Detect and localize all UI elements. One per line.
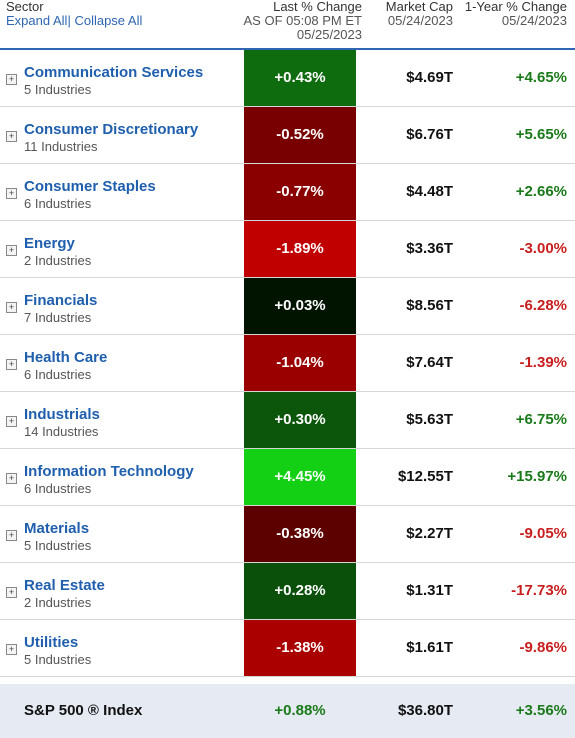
market-cap-cell: $5.63T (406, 411, 453, 428)
industry-count: 5 Industries (24, 82, 92, 97)
market-cap-cell: $4.69T (406, 69, 453, 86)
sector-row: + Materials 5 Industries -0.38% $2.27T -… (0, 506, 575, 563)
sector-row: + Real Estate 2 Industries +0.28% $1.31T… (0, 563, 575, 620)
cap-header-label: Market Cap (385, 0, 453, 14)
year-change-cell: +15.97% (507, 468, 567, 485)
sector-row: + Health Care 6 Industries -1.04% $7.64T… (0, 335, 575, 392)
sector-row: + Consumer Discretionary 11 Industries -… (0, 107, 575, 164)
last-change-cell: -0.52% (244, 107, 356, 163)
year-change-cell: -1.39% (519, 354, 567, 371)
index-summary-row: S&P 500 ® Index +0.88% $36.80T +3.56% (0, 684, 575, 738)
year-change-cell: +2.66% (515, 183, 567, 200)
plus-box-icon[interactable]: + (6, 416, 17, 427)
industry-count: 11 Industries (24, 139, 98, 154)
sector-name-link[interactable]: Consumer Discretionary (24, 121, 199, 138)
industry-count: 6 Industries (24, 481, 92, 496)
year-change-cell: +4.65% (515, 69, 567, 86)
sector-row: + Information Technology 6 Industries +4… (0, 449, 575, 506)
last-change-cell: -0.38% (244, 506, 356, 562)
market-cap-cell: $2.27T (406, 525, 453, 542)
industry-count: 14 Industries (24, 424, 99, 439)
change-header-asof: AS OF 05:08 PM ET (243, 13, 363, 28)
index-name: S&P 500 ® Index (24, 702, 143, 719)
year-change-cell: -9.05% (519, 525, 567, 542)
change-header-date: 05/25/2023 (296, 27, 362, 42)
plus-box-icon[interactable]: + (6, 74, 17, 85)
plus-box-icon[interactable]: + (6, 131, 17, 142)
market-cap-cell: $7.64T (406, 354, 453, 371)
plus-box-icon[interactable]: + (6, 473, 17, 484)
sector-row: + Utilities 5 Industries -1.38% $1.61T -… (0, 620, 575, 677)
industry-count: 5 Industries (24, 538, 92, 553)
sector-name-link[interactable]: Communication Services (24, 64, 204, 81)
plus-box-icon[interactable]: + (6, 644, 17, 655)
last-change-cell: -1.38% (244, 620, 356, 676)
sector-name-link[interactable]: Information Technology (24, 463, 194, 480)
expand-all-link[interactable]: Expand All (6, 13, 68, 28)
year-header-date: 05/24/2023 (501, 13, 567, 28)
sector-row: + Financials 7 Industries +0.03% $8.56T … (0, 278, 575, 335)
index-last-change: +0.88% (274, 702, 326, 719)
market-cap-column-header: Market Cap 05/24/2023 (386, 0, 453, 28)
last-change-cell: +4.45% (244, 449, 356, 505)
sector-name-link[interactable]: Real Estate (24, 577, 105, 594)
plus-box-icon[interactable]: + (6, 188, 17, 199)
plus-box-icon[interactable]: + (6, 245, 17, 256)
industry-count: 6 Industries (24, 367, 92, 382)
last-change-cell: +0.28% (244, 563, 356, 619)
collapse-all-link[interactable]: Collapse All (74, 13, 143, 28)
year-change-cell: -3.00% (519, 240, 567, 257)
last-change-cell: +0.43% (244, 50, 356, 106)
index-year-change: +3.56% (515, 702, 567, 719)
industry-count: 5 Industries (24, 652, 92, 667)
sector-column-header: Sector (6, 0, 44, 14)
year-change-cell: -17.73% (511, 582, 567, 599)
sector-row: + Consumer Staples 6 Industries -0.77% $… (0, 164, 575, 221)
year-change-cell: +5.65% (515, 126, 567, 143)
market-cap-cell: $6.76T (406, 126, 453, 143)
table-header: Sector Expand All| Collapse All Last % C… (0, 0, 575, 50)
market-cap-cell: $1.61T (406, 639, 453, 656)
change-header-label: Last % Change (273, 0, 362, 14)
year-change-column-header: 1-Year % Change 05/24/2023 (465, 0, 567, 28)
last-change-cell: -0.77% (244, 164, 356, 220)
sector-row: + Energy 2 Industries -1.89% $3.36T -3.0… (0, 221, 575, 278)
year-change-cell: -9.86% (519, 639, 567, 656)
market-cap-cell: $4.48T (406, 183, 453, 200)
market-cap-cell: $1.31T (406, 582, 453, 599)
last-change-cell: -1.04% (244, 335, 356, 391)
sector-name-link[interactable]: Financials (24, 292, 98, 309)
link-separator: | (67, 13, 71, 28)
sector-name-link[interactable]: Materials (24, 520, 90, 537)
industry-count: 7 Industries (24, 310, 92, 325)
year-change-cell: +6.75% (515, 411, 567, 428)
sector-name-link[interactable]: Industrials (24, 406, 100, 423)
industry-count: 6 Industries (24, 196, 92, 211)
sector-name-link[interactable]: Health Care (24, 349, 108, 366)
index-market-cap: $36.80T (397, 702, 453, 719)
sector-row: + Industrials 14 Industries +0.30% $5.63… (0, 392, 575, 449)
last-change-cell: +0.30% (244, 392, 356, 448)
sector-table-body: + Communication Services 5 Industries +0… (0, 50, 575, 677)
industry-count: 2 Industries (24, 595, 92, 610)
plus-box-icon[interactable]: + (6, 302, 17, 313)
cap-header-date: 05/24/2023 (387, 13, 453, 28)
market-cap-cell: $3.36T (406, 240, 453, 257)
industry-count: 2 Industries (24, 253, 92, 268)
market-cap-cell: $8.56T (406, 297, 453, 314)
sector-name-link[interactable]: Energy (24, 235, 75, 252)
year-change-cell: -6.28% (519, 297, 567, 314)
sector-name-link[interactable]: Consumer Staples (24, 178, 156, 195)
sector-row: + Communication Services 5 Industries +0… (0, 50, 575, 107)
plus-box-icon[interactable]: + (6, 587, 17, 598)
change-column-header: Last % Change AS OF 05:08 PM ET 05/25/20… (244, 0, 363, 42)
year-header-label: 1-Year % Change (464, 0, 567, 14)
plus-box-icon[interactable]: + (6, 530, 17, 541)
expand-collapse-links: Expand All| Collapse All (6, 14, 142, 28)
market-cap-cell: $12.55T (397, 468, 453, 485)
last-change-cell: -1.89% (244, 221, 356, 277)
last-change-cell: +0.03% (244, 278, 356, 334)
plus-box-icon[interactable]: + (6, 359, 17, 370)
sector-name-link[interactable]: Utilities (24, 634, 79, 651)
